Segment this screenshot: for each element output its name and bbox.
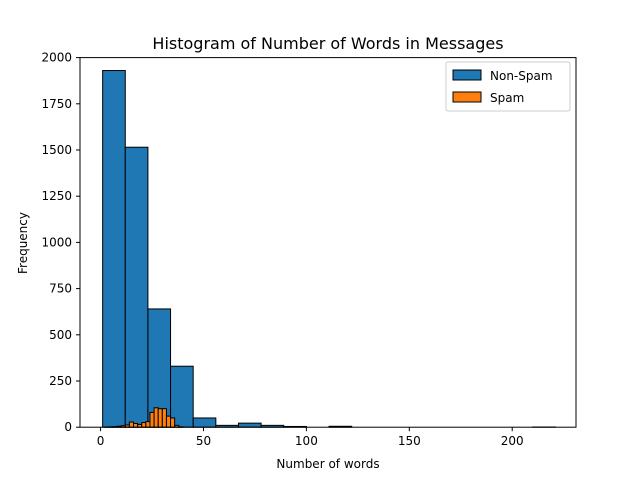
legend-label-spam: Spam xyxy=(490,91,524,105)
x-tick-label-50: 50 xyxy=(196,434,211,448)
x-tick-label-150: 150 xyxy=(398,434,421,448)
spam-bar-14 xyxy=(161,408,167,428)
spam-bar-10 xyxy=(145,421,151,428)
y-tick-label-1750: 1750 xyxy=(41,97,72,111)
legend-label-non-spam: Non-Spam xyxy=(490,69,553,83)
y-axis-label: Frequency xyxy=(16,212,30,274)
non-spam-bar-4 xyxy=(192,417,217,428)
x-tick-label-100: 100 xyxy=(295,434,318,448)
y-tick-label-250: 250 xyxy=(49,374,72,388)
non-spam-bars xyxy=(102,70,556,428)
spam-bar-15 xyxy=(165,415,172,428)
y-tick-label-1250: 1250 xyxy=(41,189,72,203)
non-spam-bar-6 xyxy=(237,422,262,428)
spam-bar-12 xyxy=(153,407,159,428)
non-spam-bar-0 xyxy=(102,70,126,428)
x-axis-ticks: 0 50 100 150 200 xyxy=(97,427,524,448)
x-axis-label: Number of words xyxy=(276,457,379,471)
y-tick-label-1000: 1000 xyxy=(41,235,72,249)
chart-title: Histogram of Number of Words in Messages xyxy=(152,34,503,53)
x-tick-label-0: 0 xyxy=(97,434,105,448)
spam-bar-7 xyxy=(133,423,139,428)
spam-bar-6 xyxy=(128,421,135,428)
y-tick-label-1500: 1500 xyxy=(41,143,72,157)
non-spam-bar-1 xyxy=(124,146,149,428)
spam-bar-9 xyxy=(141,422,147,428)
y-tick-label-750: 750 xyxy=(49,282,72,296)
x-tick-label-200: 200 xyxy=(501,434,524,448)
legend-swatch-spam xyxy=(452,91,482,103)
y-tick-label-0: 0 xyxy=(64,420,72,434)
legend: Non-Spam Spam xyxy=(445,61,571,112)
y-tick-label-500: 500 xyxy=(49,328,72,342)
spam-bar-16 xyxy=(170,417,176,428)
y-tick-label-2000: 2000 xyxy=(41,51,72,65)
spam-bar-11 xyxy=(149,411,155,428)
legend-swatch-non-spam xyxy=(452,69,482,81)
spam-bar-13 xyxy=(157,408,163,428)
y-axis-ticks: 0 250 500 750 1000 1250 1500 1750 2000 xyxy=(41,51,80,434)
